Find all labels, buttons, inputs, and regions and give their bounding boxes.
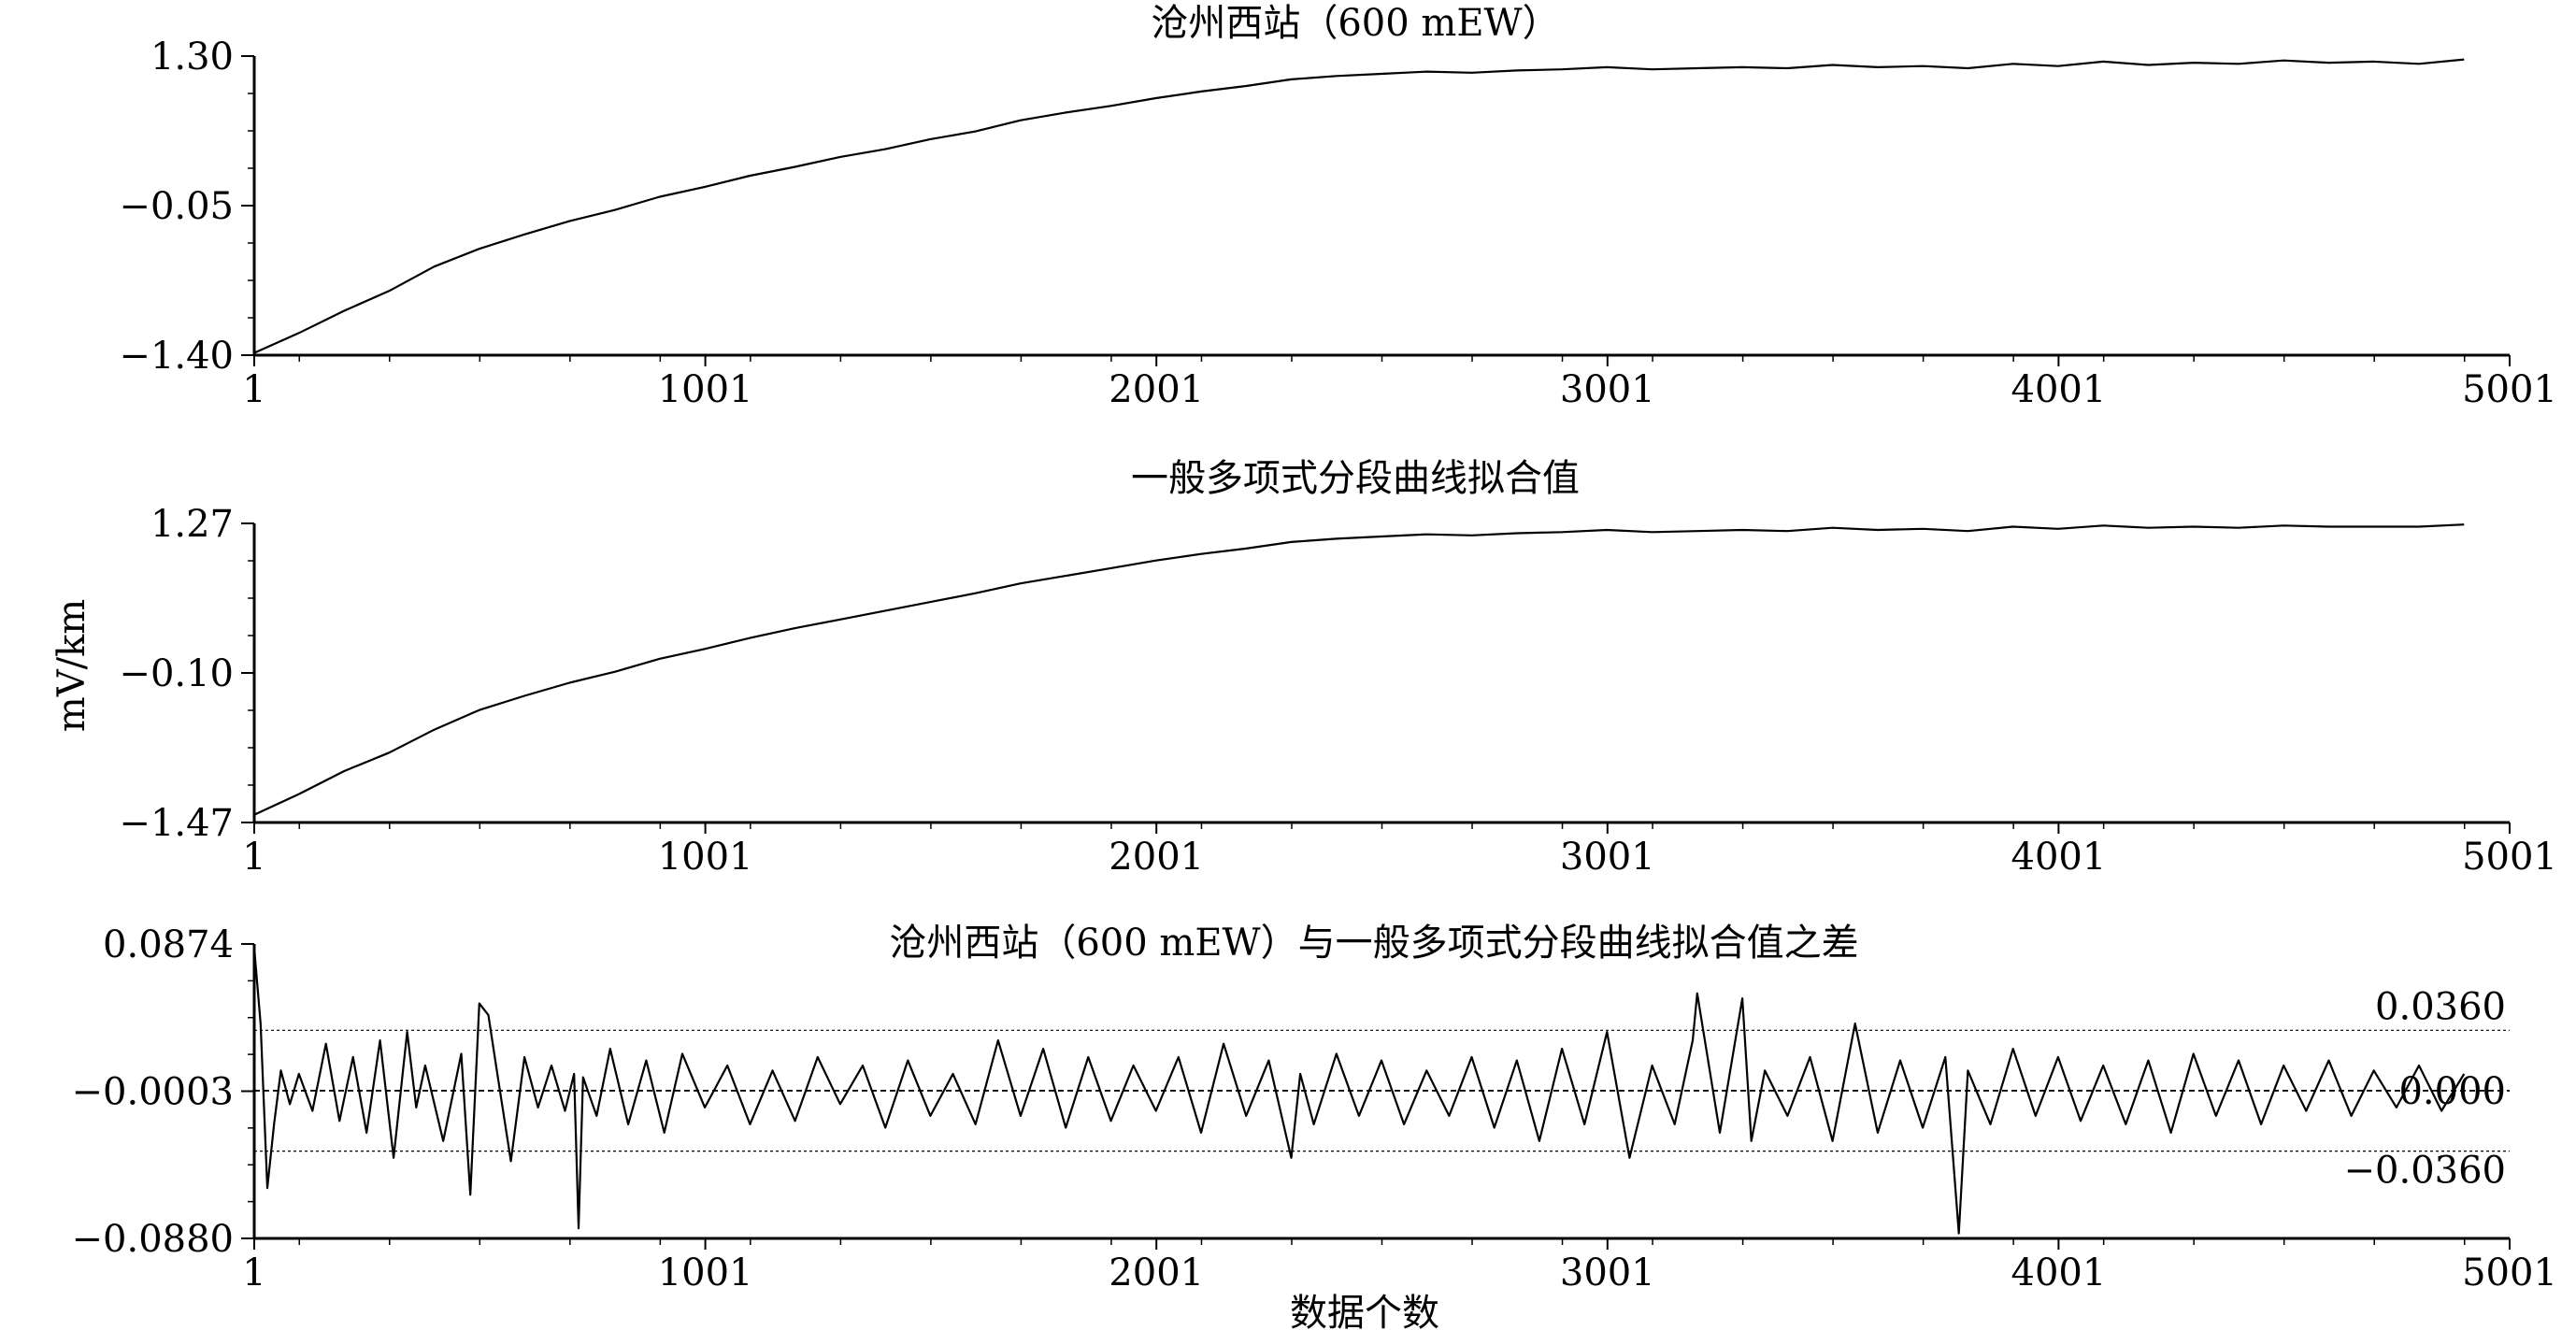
panel-2-x-tick-label: 1: [242, 836, 265, 879]
panel-2-axes: 1 1001 2001 3001 4001 5001 1.27 −0.10 −1.47: [119, 503, 2556, 879]
y-axis-label: mV/km: [50, 599, 93, 732]
panel-1-axes: 1 1001 2001 3001 4001 5001 1.30 −0.05 −1.40: [119, 36, 2556, 411]
panel-3-axes: 1 1001 2001 3001 4001 5001 0.0874 −0.0003 −0.088…: [72, 923, 2557, 1294]
panel-1-x-tick-label: 4001: [2011, 368, 2107, 411]
panel-3-y-tick-label: 0.0874: [103, 923, 234, 966]
panel-3-x-tick-label: 3001: [1560, 1251, 1655, 1294]
panel-2-y-tick-label: 1.27: [150, 503, 234, 546]
panel-1-x-tick-label: 1: [242, 368, 265, 411]
panel-1-x-tick-label: 1001: [658, 368, 753, 411]
panel-2-y-tick-label: −1.47: [119, 802, 234, 845]
panel-1-x-tick-label: 5001: [2462, 368, 2557, 411]
panel-1-y-tick-label: −0.05: [119, 185, 234, 228]
panel-1-x-tick-label: 2001: [1109, 368, 1204, 411]
panel-1-series-line: [253, 58, 2465, 354]
panel-2: 一般多项式分段曲线拟合值 1 1001 2001 3001 4001 5001 1.27 −0…: [119, 457, 2556, 879]
panel-1-y-tick-label: 1.30: [150, 36, 234, 79]
panel-1-y-tick-label: −1.40: [119, 335, 234, 378]
x-axis-label: 数据个数: [1290, 1292, 1439, 1330]
panel-3-x-tick-label: 5001: [2462, 1251, 2557, 1294]
panel-2-title: 一般多项式分段曲线拟合值: [1131, 457, 1580, 500]
panel-3-x-tick-label: 4001: [2011, 1251, 2107, 1294]
panel-3-y-tick-label: −0.0880: [72, 1218, 234, 1261]
panel-3-reference-label: 0.0360: [2375, 985, 2506, 1028]
panel-3: 沧州西站（600 mEW）与一般多项式分段曲线拟合值之差 1 1001 2001 30…: [72, 922, 2557, 1294]
panel-1: 沧州西站（600 mEW） 1 1001 2001 3001 4001 5001 1.30 −…: [119, 2, 2556, 411]
panel-3-series-line: [252, 948, 2466, 1235]
panel-3-title: 沧州西站（600 mEW）与一般多项式分段曲线拟合值之差: [889, 922, 1858, 965]
panel-2-x-tick-label: 1001: [658, 836, 753, 879]
panel-2-y-tick-label: −0.10: [119, 652, 234, 695]
panel-3-x-tick-label: 1001: [658, 1251, 753, 1294]
panel-1-title: 沧州西站（600 mEW）: [1151, 2, 1559, 45]
panel-3-y-tick-label: −0.0003: [72, 1071, 234, 1114]
panel-1-x-tick-label: 3001: [1560, 368, 1655, 411]
panel-2-x-tick-label: 3001: [1560, 836, 1655, 879]
panel-3-reference-label: −0.0360: [2344, 1150, 2506, 1193]
panel-2-x-tick-label: 5001: [2462, 836, 2557, 879]
panel-3-x-tick-label: 2001: [1109, 1251, 1204, 1294]
panel-3-x-tick-label: 1: [242, 1251, 265, 1294]
panel-2-series-line: [253, 523, 2465, 816]
panel-2-x-tick-label: 2001: [1109, 836, 1204, 879]
panel-2-x-tick-label: 4001: [2011, 836, 2107, 879]
